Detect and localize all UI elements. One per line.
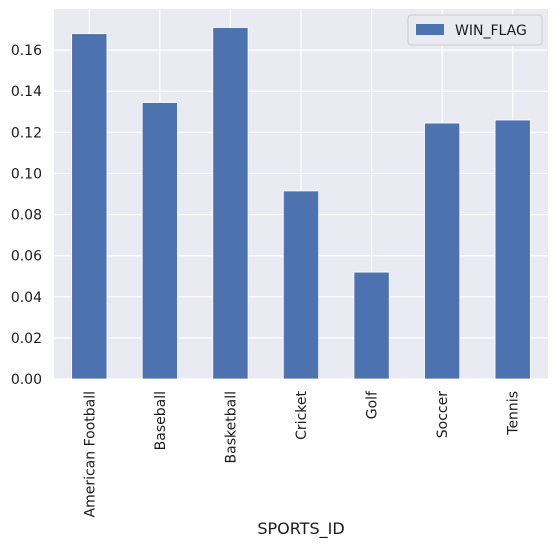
x-tick-label: Golf [365, 390, 381, 419]
x-axis-ticks: American Football Baseball Basketball Crick… [82, 390, 521, 518]
bar[interactable] [282, 190, 320, 380]
y-tick-label: 0.10 [11, 166, 42, 182]
bar[interactable] [212, 27, 249, 380]
x-tick-label: American Football [82, 391, 98, 518]
y-tick-label: 0.16 [11, 43, 42, 59]
y-tick-label: 0.02 [11, 331, 42, 347]
legend[interactable]: WIN_FLAG [407, 14, 543, 46]
legend-label: WIN_FLAG [455, 23, 527, 39]
bars [71, 27, 531, 380]
x-tick-label: Cricket [294, 391, 310, 440]
y-tick-label: 0.14 [11, 84, 42, 100]
legend-swatch [416, 24, 444, 35]
bar[interactable] [141, 102, 178, 380]
x-tick-label: Baseball [153, 391, 169, 450]
y-tick-label: 0.00 [11, 372, 42, 388]
x-tick-label: Basketball [223, 391, 239, 463]
x-axis-label: SPORTS_ID [257, 519, 344, 539]
legend-box [407, 14, 543, 46]
y-tick-label: 0.06 [11, 249, 42, 265]
bar[interactable] [494, 119, 531, 380]
y-axis-ticks: 0.00 0.02 0.04 0.06 0.08 0.10 0.12 0.14 0.16 [11, 43, 42, 388]
y-tick-label: 0.04 [11, 290, 42, 306]
y-tick-label: 0.12 [11, 125, 42, 141]
x-tick-label: Tennis [506, 391, 522, 436]
y-tick-label: 0.08 [11, 208, 42, 224]
bar[interactable] [424, 122, 461, 380]
bar[interactable] [71, 33, 108, 380]
bar[interactable] [353, 271, 390, 380]
x-tick-label: Soccer [435, 391, 451, 438]
